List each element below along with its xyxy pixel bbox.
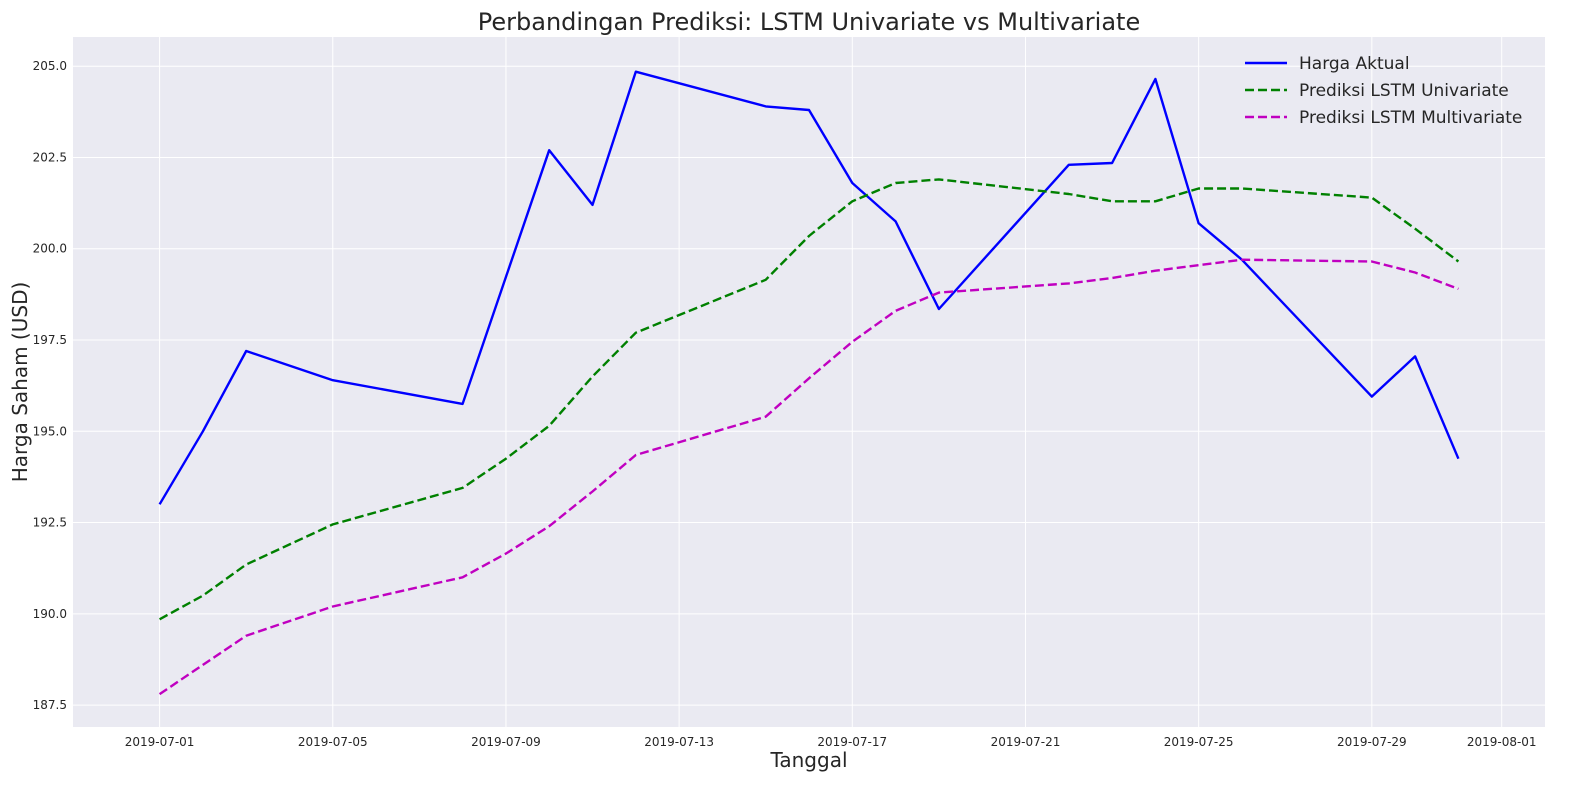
- plot-area: [73, 37, 1545, 727]
- x-tick-label: 2019-07-21: [991, 735, 1061, 749]
- grid: [73, 37, 1545, 727]
- x-tick-label: 2019-08-01: [1467, 735, 1537, 749]
- y-tick-label: 202.5: [33, 150, 67, 164]
- series-line-3: [158, 258, 1459, 696]
- legend-label-1: Harga Aktual: [1299, 54, 1410, 74]
- chart-title: Perbandingan Prediksi: LSTM Univariate v…: [478, 8, 1140, 36]
- series-line-1: [158, 70, 1460, 505]
- y-tick-label: 205.0: [33, 59, 67, 73]
- series-line-2: [159, 178, 1460, 621]
- tick-labels: 2019-07-01 2019-07-05 2019-07-09 2019-07-13…: [33, 59, 1537, 749]
- legend: Harga Aktual Prediksi LSTM Univariate Pred…: [1245, 54, 1522, 128]
- series-lines: [158, 70, 1460, 696]
- legend-label-3: Prediksi LSTM Multivariate: [1299, 108, 1522, 128]
- legend-label-2: Prediksi LSTM Univariate: [1299, 81, 1509, 101]
- x-axis-label: Tanggal: [769, 748, 847, 772]
- y-tick-label: 200.0: [33, 242, 67, 256]
- x-tick-label: 2019-07-13: [644, 735, 714, 749]
- y-tick-label: 192.5: [33, 516, 67, 530]
- y-tick-label: 187.5: [33, 698, 67, 712]
- x-tick-label: 2019-07-17: [817, 735, 887, 749]
- y-tick-label: 197.5: [33, 333, 67, 347]
- y-axis-label: Harga Saham (USD): [8, 282, 32, 483]
- x-tick-label: 2019-07-05: [298, 735, 368, 749]
- y-tick-label: 190.0: [33, 607, 67, 621]
- x-tick-label: 2019-07-01: [125, 735, 195, 749]
- y-tick-label: 195.0: [33, 424, 67, 438]
- x-tick-label: 2019-07-09: [471, 735, 541, 749]
- x-tick-label: 2019-07-29: [1337, 735, 1407, 749]
- x-tick-label: 2019-07-25: [1164, 735, 1234, 749]
